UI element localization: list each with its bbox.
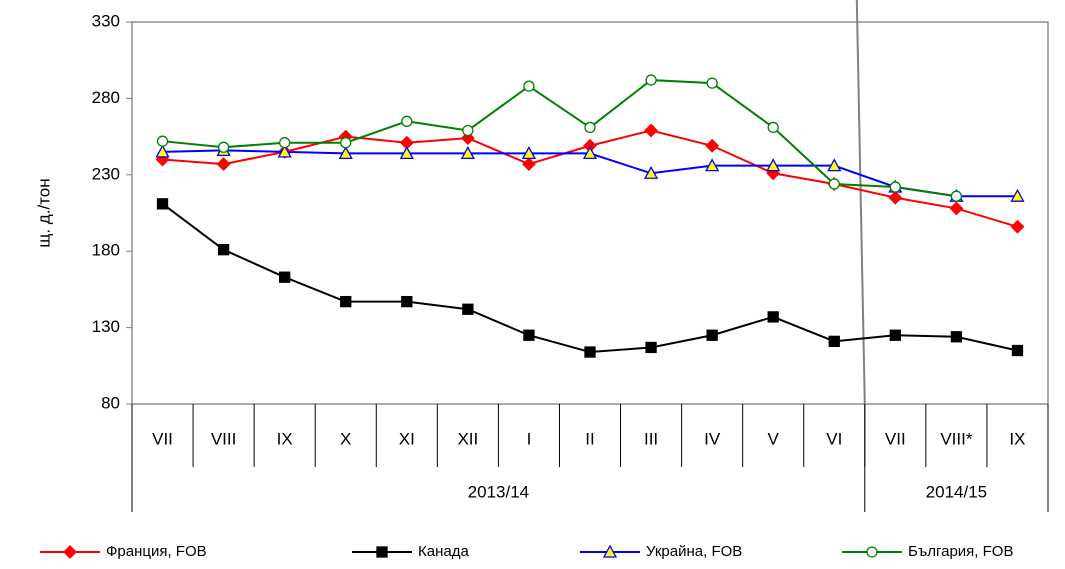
marker — [888, 190, 903, 205]
marker — [279, 137, 291, 149]
marker — [277, 144, 292, 158]
marker — [1011, 344, 1024, 357]
marker — [828, 335, 840, 348]
marker — [584, 121, 596, 134]
marker — [828, 178, 840, 190]
x-tick-label: VI — [826, 429, 842, 448]
marker — [399, 146, 414, 160]
marker — [156, 198, 169, 210]
x-tick-label: III — [644, 429, 658, 448]
x-tick-label: VIII* — [940, 429, 973, 448]
x-tick-label: X — [340, 429, 351, 448]
marker — [401, 295, 413, 308]
marker — [584, 346, 596, 358]
x-tick-label: II — [585, 429, 594, 448]
marker — [462, 303, 474, 315]
marker — [645, 74, 657, 86]
y-axis-label: щ. д./тон — [34, 178, 53, 247]
marker — [866, 546, 878, 558]
x-tick-label: IX — [1009, 429, 1025, 448]
marker — [950, 190, 963, 202]
marker — [602, 544, 618, 558]
x-tick-label: VII — [152, 429, 173, 448]
marker — [521, 146, 537, 160]
marker — [217, 244, 230, 256]
marker — [462, 124, 474, 137]
x-tick-label: XI — [399, 429, 415, 448]
marker — [401, 115, 413, 127]
x-tick-label: IV — [704, 429, 721, 448]
y-tick-label: 230 — [92, 164, 120, 183]
group-label: 2013/14 — [468, 482, 529, 501]
marker — [706, 329, 718, 341]
marker — [767, 121, 779, 134]
marker — [279, 271, 291, 283]
marker — [1010, 188, 1025, 202]
marker — [1010, 219, 1025, 234]
marker — [645, 341, 657, 354]
group-label: 2014/15 — [926, 482, 987, 501]
marker — [644, 123, 658, 138]
marker — [950, 331, 963, 343]
marker — [155, 144, 170, 158]
x-tick-label: VIII — [211, 429, 237, 448]
marker — [643, 165, 659, 179]
period-separator — [855, 0, 866, 405]
x-tick-label: IX — [277, 429, 293, 448]
marker — [156, 135, 169, 147]
marker — [889, 181, 901, 193]
y-tick-label: 180 — [92, 241, 120, 260]
marker — [216, 157, 231, 172]
marker — [706, 77, 718, 89]
marker — [217, 141, 230, 153]
x-tick-label: XII — [457, 429, 478, 448]
x-tick-label: V — [768, 429, 780, 448]
marker — [827, 158, 842, 172]
plot-frame — [131, 21, 1049, 405]
series-line — [162, 79, 957, 198]
marker — [523, 329, 535, 341]
marker — [340, 295, 352, 308]
marker — [460, 146, 475, 160]
marker — [889, 329, 901, 341]
marker — [705, 158, 720, 172]
marker — [338, 146, 353, 160]
marker — [766, 158, 781, 172]
marker — [582, 146, 598, 160]
marker — [523, 80, 535, 92]
marker — [767, 311, 779, 323]
series-line — [161, 203, 1018, 354]
legend-label: Украйна, FOB — [646, 543, 742, 560]
marker — [376, 546, 388, 558]
legend-label: Франция, FOB — [106, 543, 207, 560]
y-tick-label: 330 — [92, 11, 120, 30]
marker — [63, 545, 77, 559]
y-tick-label: 130 — [92, 317, 120, 336]
y-tick-label: 80 — [101, 393, 120, 412]
legend-label: България, FOB — [908, 543, 1013, 560]
marker — [949, 201, 964, 216]
marker — [340, 137, 352, 149]
legend-label: Канада — [418, 543, 469, 560]
y-tick-label: 280 — [92, 88, 120, 107]
x-tick-label: VII — [885, 429, 906, 448]
marker — [522, 157, 536, 172]
x-tick-label: I — [527, 429, 532, 448]
marker — [705, 138, 720, 153]
